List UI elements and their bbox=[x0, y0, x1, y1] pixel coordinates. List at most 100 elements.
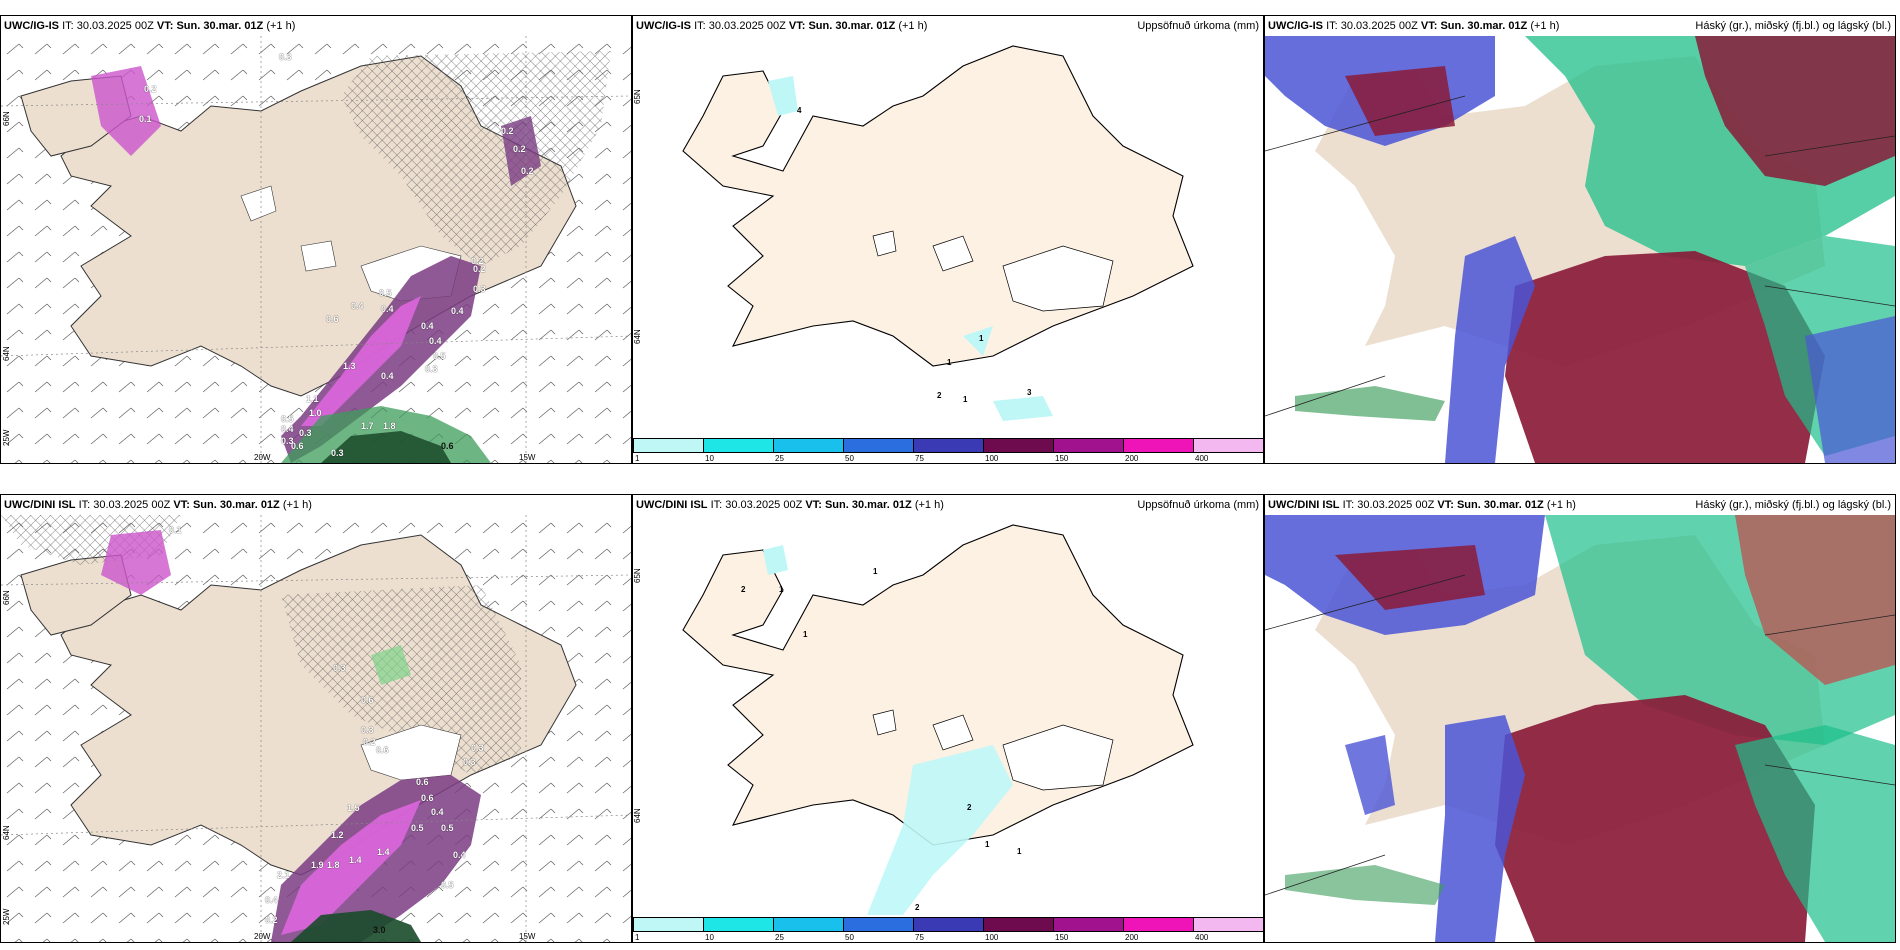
glacier bbox=[240, 185, 277, 222]
panel-title: UWC/IG-IS IT: 30.03.2025 00Z VT: Sun. 30… bbox=[1266, 20, 1562, 32]
contour-value: 0.2 bbox=[513, 144, 526, 154]
contour-value: 0.2 bbox=[265, 915, 278, 925]
map-area[interactable] bbox=[1265, 36, 1895, 463]
contour-value: 0.2 bbox=[501, 126, 514, 136]
glacier bbox=[872, 230, 897, 257]
precip-shade bbox=[863, 745, 1013, 925]
border-line bbox=[1764, 135, 1895, 157]
contour-value: 2.1 bbox=[277, 870, 290, 880]
mid-cloud bbox=[1505, 251, 1825, 463]
point-value: 1 bbox=[979, 334, 984, 343]
colorbar-label: 75 bbox=[915, 454, 924, 463]
map-area[interactable] bbox=[633, 515, 1263, 942]
contour-value: 0.4 bbox=[381, 371, 394, 381]
colorbar-swatch bbox=[843, 917, 914, 932]
contour-value: 0.2 bbox=[144, 84, 157, 94]
mid-cloud bbox=[1345, 66, 1455, 136]
product-title: Háský (gr.), miðský (fj.bl.) og lágský (… bbox=[1695, 20, 1891, 32]
product-title: Uppsöfnuð úrkoma (mm) bbox=[1137, 20, 1259, 32]
glacier bbox=[872, 709, 897, 736]
contour-value: 0.1 bbox=[169, 525, 182, 535]
colorbar-label: 50 bbox=[845, 454, 854, 463]
contour-value: 0.4 bbox=[451, 306, 464, 316]
mid-cloud bbox=[1695, 36, 1895, 186]
panel-title: UWC/DINI ISL IT: 30.03.2025 00Z VT: Sun.… bbox=[1266, 499, 1578, 511]
colorbar-swatch bbox=[913, 438, 984, 453]
colorbar-label: 1 bbox=[635, 454, 640, 463]
contour-value: 1.9 bbox=[311, 860, 324, 870]
colorbar-label: 100 bbox=[985, 933, 999, 942]
border-line bbox=[1265, 375, 1386, 417]
colorbar-label: 200 bbox=[1125, 933, 1139, 942]
colorbar-swatch bbox=[1123, 438, 1194, 453]
contour-value: 0.6 bbox=[421, 793, 434, 803]
contour-value: 0.6 bbox=[361, 695, 374, 705]
hatch-area bbox=[281, 585, 521, 775]
wind-panel-row2: UWC/DINI ISL IT: 30.03.2025 00Z VT: Sun.… bbox=[0, 494, 632, 943]
colorbar-label: 400 bbox=[1195, 933, 1209, 942]
contour-value: 0.3 bbox=[361, 725, 374, 735]
border-line bbox=[1265, 95, 1466, 152]
contour-value: 0.6 bbox=[441, 441, 454, 451]
point-value: 1 bbox=[947, 358, 952, 367]
lon-label: 15W bbox=[519, 453, 536, 462]
map-area[interactable] bbox=[1, 36, 631, 463]
lon-label: 20W bbox=[254, 453, 271, 462]
contour-value: 0.2 bbox=[521, 166, 534, 176]
contour-value: 0.4 bbox=[453, 850, 466, 860]
contour-value: 0.6 bbox=[326, 314, 339, 324]
contour-value: 1.1 bbox=[306, 394, 319, 404]
glacier bbox=[932, 714, 974, 751]
map-area[interactable] bbox=[1265, 515, 1895, 942]
colorbar-label: 25 bbox=[775, 454, 784, 463]
panel-title: UWC/IG-IS IT: 30.03.2025 00Z VT: Sun. 30… bbox=[634, 20, 930, 32]
colorbar-label: 400 bbox=[1195, 454, 1209, 463]
lat-label: 64N bbox=[2, 346, 11, 361]
precip-green-dark bbox=[321, 431, 451, 463]
border-line bbox=[1764, 764, 1895, 786]
colorbar-swatch bbox=[703, 438, 774, 453]
high-cloud bbox=[1295, 386, 1445, 421]
contour-value: 0.2 bbox=[471, 256, 484, 266]
point-value: 2 bbox=[967, 803, 972, 812]
contour-value: 0.6 bbox=[416, 777, 429, 787]
map-area[interactable] bbox=[1, 515, 631, 942]
point-value: 4 bbox=[797, 106, 802, 115]
precip-magenta-west bbox=[91, 66, 161, 156]
lon-label: 20W bbox=[254, 932, 271, 941]
contour-value: 1.0 bbox=[309, 408, 322, 418]
contour-value: 0.5 bbox=[411, 823, 424, 833]
contour-value: 1.7 bbox=[361, 421, 374, 431]
contour-value: 0.2 bbox=[473, 264, 486, 274]
colorbar-label: 1 bbox=[635, 933, 640, 942]
wind-map bbox=[1, 36, 631, 463]
contour-value: 0.5 bbox=[433, 351, 446, 361]
colorbar-swatch bbox=[1193, 438, 1263, 453]
colorbar-label: 200 bbox=[1125, 454, 1139, 463]
precip-green-dark bbox=[291, 910, 421, 942]
mid-cloud bbox=[1335, 545, 1485, 610]
low-cloud bbox=[1345, 735, 1395, 815]
low-cloud bbox=[1435, 715, 1525, 942]
contour-value: 0.4 bbox=[431, 807, 444, 817]
parallel bbox=[1, 95, 631, 107]
glacier bbox=[1002, 245, 1114, 312]
colorbar-swatch bbox=[1193, 917, 1263, 932]
precip-panel-row1: UWC/IG-IS IT: 30.03.2025 00Z VT: Sun. 30… bbox=[632, 15, 1264, 464]
mid-cloud bbox=[1735, 515, 1895, 685]
contour-value: 1.5 bbox=[347, 803, 360, 813]
contour-value: 1.8 bbox=[383, 421, 396, 431]
lon-label: 15W bbox=[519, 932, 536, 941]
parallel bbox=[1, 335, 631, 357]
contour-value: 0.4 bbox=[265, 895, 278, 905]
colorbar-label: 150 bbox=[1055, 454, 1069, 463]
contour-value: 1.4 bbox=[349, 855, 362, 865]
map-area[interactable] bbox=[633, 36, 1263, 463]
point-value: 1 bbox=[1017, 847, 1022, 856]
contour-value: 0.3 bbox=[331, 448, 344, 458]
colorbar-label: 10 bbox=[705, 933, 714, 942]
contour-value: 0.5 bbox=[441, 823, 454, 833]
lat-label: 66N bbox=[2, 590, 11, 605]
contour-value: 0.3 bbox=[299, 428, 312, 438]
colorbar-swatch bbox=[983, 917, 1054, 932]
